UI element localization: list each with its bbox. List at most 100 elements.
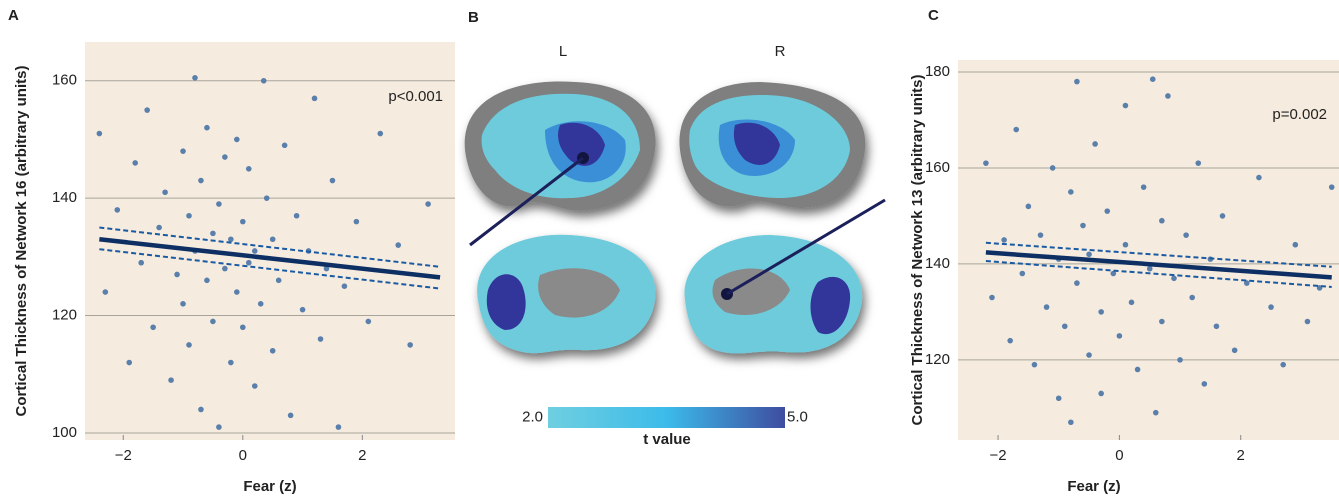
x-tick-label: 2	[358, 447, 366, 464]
point	[198, 178, 204, 184]
panel-label: C	[928, 7, 939, 24]
point	[1329, 184, 1335, 190]
point	[132, 160, 138, 166]
point	[240, 219, 246, 225]
y-tick-label: 140	[52, 189, 77, 206]
point	[1086, 352, 1092, 358]
point	[210, 231, 216, 237]
y-axis-label: Cortical Thickness of Network 13 (arbitr…	[909, 75, 926, 426]
y-tick-label: 100	[52, 424, 77, 441]
point	[1098, 309, 1104, 315]
x-tick-label: 0	[239, 447, 247, 464]
point	[1056, 395, 1062, 401]
point	[1068, 189, 1074, 195]
point	[294, 213, 300, 219]
point	[1001, 237, 1007, 243]
point	[222, 266, 228, 272]
figure: B L R t value 2.05.0100120140160−202p<0.…	[0, 0, 1339, 496]
point	[1117, 333, 1123, 339]
point	[1098, 391, 1104, 397]
hemisphere-label: L	[559, 43, 567, 60]
point	[222, 154, 228, 160]
point	[1183, 232, 1189, 238]
colorbar-tick-label: 2.0	[522, 408, 543, 425]
point	[186, 342, 192, 348]
point	[270, 236, 276, 242]
point	[330, 178, 336, 184]
point	[1189, 295, 1195, 301]
point	[228, 360, 234, 366]
point	[1074, 79, 1080, 85]
x-tick-label: 0	[1115, 447, 1123, 464]
point	[1153, 410, 1159, 416]
point	[234, 289, 240, 295]
panel-label: B	[468, 9, 479, 26]
point	[1202, 381, 1208, 387]
point	[156, 225, 162, 231]
brain-renderings	[465, 81, 885, 353]
point	[318, 336, 324, 342]
point	[192, 75, 198, 81]
point	[288, 413, 294, 419]
point	[1123, 103, 1129, 109]
x-tick-label: 2	[1237, 447, 1245, 464]
point	[425, 201, 431, 207]
point	[1268, 304, 1274, 310]
point	[282, 143, 288, 149]
point	[1129, 299, 1135, 305]
point	[216, 201, 222, 207]
point	[258, 301, 264, 307]
point	[264, 195, 270, 201]
x-tick-label: −2	[989, 447, 1006, 464]
point	[1195, 160, 1201, 166]
y-tick-label: 160	[925, 159, 950, 176]
point	[126, 360, 132, 366]
point	[246, 166, 252, 172]
point	[1147, 266, 1153, 272]
point	[204, 125, 210, 131]
point	[270, 348, 276, 354]
point	[1092, 141, 1098, 147]
colorbar-tick-label: 5.0	[787, 408, 808, 425]
point	[1177, 357, 1183, 363]
point	[198, 407, 204, 413]
point	[276, 278, 282, 284]
point	[1038, 232, 1044, 238]
point	[1044, 304, 1050, 310]
annotation: p<0.001	[388, 88, 443, 105]
point	[204, 278, 210, 284]
point	[261, 78, 267, 84]
point	[1150, 76, 1156, 82]
point	[1256, 175, 1262, 181]
y-tick-label: 120	[52, 307, 77, 324]
point	[342, 283, 348, 289]
point	[1074, 280, 1080, 286]
point	[114, 207, 120, 213]
point	[1135, 367, 1141, 373]
point	[1171, 276, 1177, 282]
point	[168, 377, 174, 383]
point	[97, 131, 103, 137]
point	[1068, 419, 1074, 425]
point	[395, 242, 401, 248]
point	[983, 160, 989, 166]
y-tick-label: 180	[925, 63, 950, 80]
panel-label: A	[8, 7, 19, 24]
y-tick-label: 120	[925, 351, 950, 368]
point	[162, 189, 168, 195]
y-tick-label: 140	[925, 255, 950, 272]
point	[1159, 218, 1165, 224]
point	[210, 319, 216, 325]
colorbar-label: t value	[643, 431, 691, 448]
point	[1013, 127, 1019, 133]
point	[1159, 319, 1165, 325]
point	[103, 289, 109, 295]
point	[300, 307, 306, 313]
point	[1086, 252, 1092, 258]
point	[312, 96, 318, 102]
point	[1305, 319, 1311, 325]
point	[1104, 208, 1110, 214]
point	[1020, 271, 1026, 277]
x-axis-label: Fear (z)	[1067, 478, 1120, 495]
annotation: p=0.002	[1272, 106, 1327, 123]
